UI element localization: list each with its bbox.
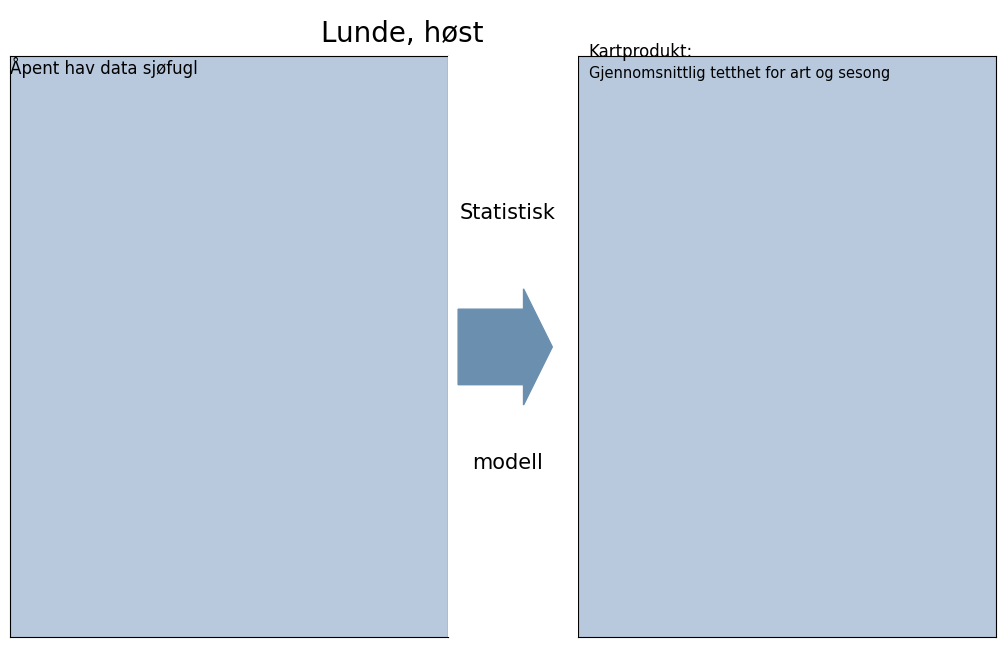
Text: Kartprodukt:: Kartprodukt:	[589, 43, 693, 61]
Text: Gjennomsnittlig tetthet for art og sesong: Gjennomsnittlig tetthet for art og seson…	[589, 66, 889, 82]
Text: Statistisk: Statistisk	[460, 203, 555, 223]
FancyArrow shape	[458, 289, 552, 405]
Text: Lunde, høst: Lunde, høst	[321, 20, 484, 48]
Text: modell: modell	[473, 453, 543, 473]
Text: Åpent hav data sjøfugl: Åpent hav data sjøfugl	[10, 56, 198, 78]
